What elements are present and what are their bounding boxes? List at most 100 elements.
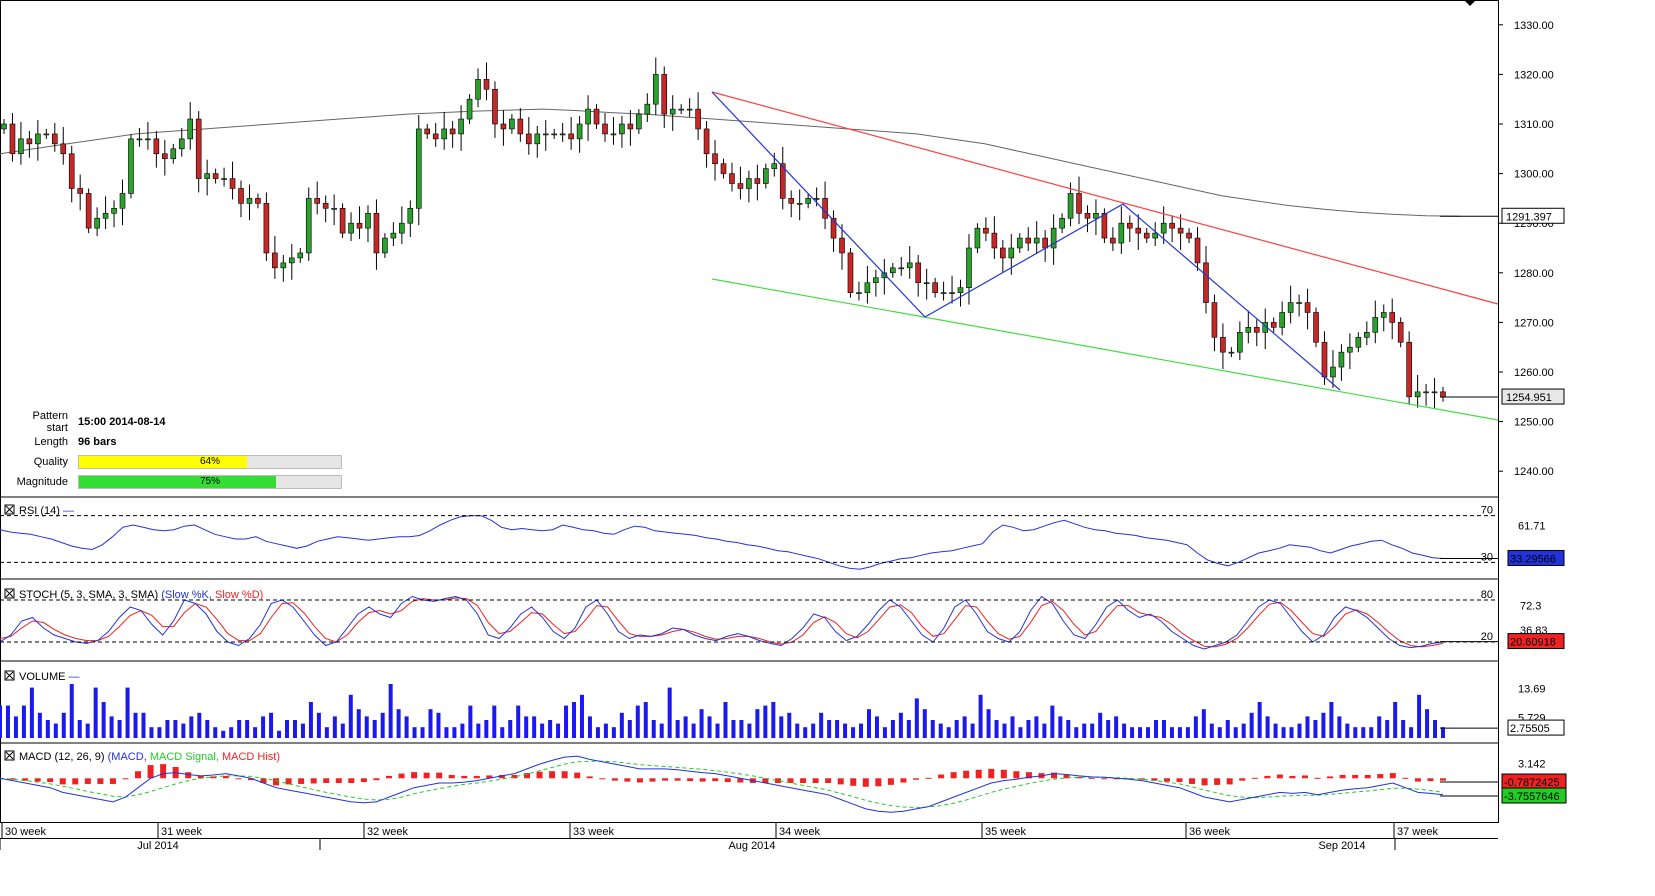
price-y-tick-label: 1280.00 — [1514, 268, 1554, 280]
candle-body — [847, 252, 854, 293]
candle-body — [805, 198, 811, 204]
macd-hist-bar — [1377, 774, 1384, 779]
candle-body — [432, 133, 439, 140]
volume-bar — [1034, 716, 1039, 738]
candle-body — [1177, 227, 1184, 234]
candle-body — [1194, 237, 1201, 264]
volume-bar — [1313, 720, 1318, 738]
candle-body — [272, 252, 278, 269]
candle-body — [661, 74, 668, 115]
macd-hist-bar — [247, 778, 254, 781]
macd-hist-bar — [1214, 778, 1221, 785]
week-label: 34 week — [779, 826, 820, 838]
candle-body — [43, 133, 50, 136]
candle-body — [1152, 232, 1158, 239]
candle — [187, 102, 194, 150]
candle-body — [974, 227, 981, 249]
candle — [1296, 294, 1302, 317]
volume-bar — [1297, 723, 1302, 738]
volume-bar — [141, 712, 146, 738]
candle — [500, 110, 507, 146]
candle — [661, 66, 668, 128]
volume-bar — [1241, 723, 1246, 738]
candle — [1211, 294, 1218, 352]
candle — [18, 122, 24, 165]
candle-body — [754, 178, 761, 184]
candle — [483, 62, 490, 101]
candle-body — [178, 138, 185, 150]
volume-bar — [835, 720, 840, 738]
macd-line — [0, 755, 1444, 813]
volume-bar — [37, 712, 42, 738]
volume-bar — [1106, 720, 1111, 738]
volume-bar — [723, 702, 728, 738]
candle — [966, 234, 972, 305]
volume-bar — [316, 712, 321, 738]
volume-bar — [978, 694, 983, 738]
candle-body — [263, 203, 270, 254]
volume-bar — [1066, 720, 1071, 738]
candle — [68, 145, 75, 203]
candle — [432, 123, 439, 147]
volume-bar — [1074, 727, 1079, 738]
volume-bar — [651, 720, 656, 738]
macd-hist-bar — [975, 769, 982, 779]
macd-hist-bar — [34, 778, 41, 782]
volume-bar — [1441, 727, 1445, 738]
candle-body — [864, 282, 871, 293]
volume-bar — [101, 702, 106, 738]
volume-bar — [667, 687, 672, 738]
candle — [9, 113, 16, 162]
macd-hist-bar — [1402, 777, 1409, 779]
candle-body — [636, 113, 642, 130]
candle-body — [627, 123, 634, 130]
candle-body — [331, 208, 337, 210]
macd-hist-bar — [1138, 778, 1145, 780]
candle-body — [915, 262, 921, 284]
candle — [873, 269, 879, 297]
candle — [1237, 321, 1243, 361]
candle — [1143, 228, 1150, 244]
candle-body — [145, 138, 151, 141]
candle — [449, 121, 456, 148]
candle-body — [771, 163, 778, 169]
volume-bar — [572, 702, 577, 738]
volume-bar — [1353, 727, 1358, 738]
candle — [1160, 206, 1167, 245]
volume-bar — [548, 720, 553, 738]
volume-title: VOLUME — — [19, 671, 80, 683]
volume-bar — [811, 723, 816, 738]
volume-bar — [412, 727, 417, 738]
stoch-title: STOCH (5, 3, SMA, 3, SMA) (Slow %K, Slow… — [19, 589, 263, 601]
macd-hist-bar — [135, 771, 142, 779]
candle — [1414, 374, 1421, 408]
macd-hist-bar — [47, 778, 54, 783]
pattern-start-value: 15:00 2014-08-14 — [78, 416, 166, 428]
price-y-tick-label: 1250.00 — [1514, 417, 1554, 429]
candle-body — [1228, 351, 1235, 354]
candle-body — [1440, 391, 1446, 398]
rsi-close-icon — [5, 505, 14, 514]
candle — [441, 112, 447, 150]
volume-bar — [404, 716, 409, 738]
volume-bar — [5, 705, 10, 738]
candle — [729, 162, 735, 192]
volume-bar — [859, 723, 864, 738]
candle — [830, 210, 837, 252]
candle — [111, 200, 117, 228]
volume-bar — [133, 712, 138, 738]
candle — [1220, 323, 1226, 370]
volume-bar — [675, 720, 680, 738]
candle-body — [1042, 237, 1048, 249]
candle — [162, 139, 168, 176]
volume-bar — [587, 716, 592, 738]
macd-hist-bar — [912, 778, 919, 780]
candle — [1059, 213, 1065, 234]
candle — [1135, 214, 1142, 250]
volume-bar — [45, 720, 50, 738]
volume-bar — [85, 723, 90, 738]
candle — [1177, 214, 1184, 250]
candle-body — [280, 262, 287, 269]
candle-body — [813, 198, 820, 200]
week-label: 32 week — [367, 826, 408, 838]
